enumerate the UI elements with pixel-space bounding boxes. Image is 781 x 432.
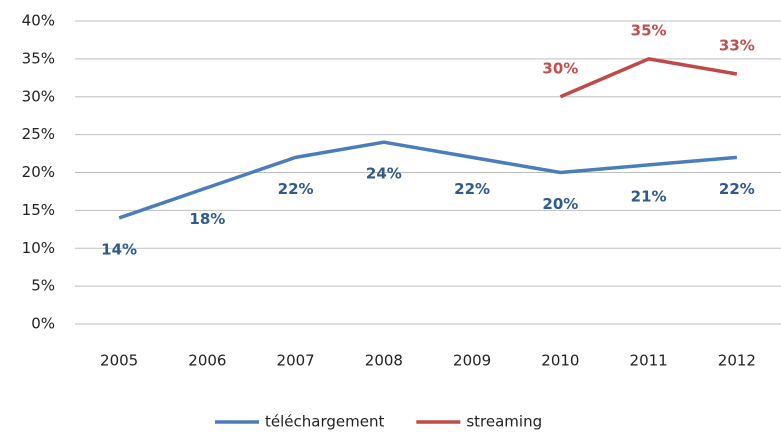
y-tick-label: 15% [22, 201, 55, 219]
x-tick-label: 2009 [453, 352, 491, 370]
x-tick-label: 2012 [718, 352, 756, 370]
y-tick-label: 5% [31, 277, 55, 295]
x-tick-label: 2007 [277, 352, 315, 370]
y-tick-label: 35% [22, 49, 55, 67]
data-label: 22% [454, 180, 490, 198]
data-label: 22% [719, 180, 755, 198]
x-tick-label: 2008 [365, 352, 403, 370]
data-label: 35% [631, 21, 667, 39]
data-label: 30% [542, 59, 578, 77]
data-label: 21% [631, 187, 667, 205]
legend-label: téléchargement [265, 413, 384, 431]
data-label: 20% [542, 195, 578, 213]
data-label: 14% [101, 240, 137, 258]
series-line [118, 140, 738, 220]
legend-label: streaming [466, 413, 542, 431]
y-tick-label: 0% [31, 315, 55, 333]
y-tick-label: 25% [22, 125, 55, 143]
x-tick-label: 2006 [188, 352, 226, 370]
y-tick-label: 10% [22, 239, 55, 257]
y-tick-label: 30% [22, 87, 55, 105]
x-tick-label: 2011 [630, 352, 668, 370]
data-label: 33% [719, 37, 755, 55]
x-tick-label: 2010 [541, 352, 579, 370]
series-line [559, 57, 738, 99]
y-tick-label: 40% [22, 12, 55, 30]
x-tick-label: 2005 [100, 352, 138, 370]
data-label: 24% [366, 165, 402, 183]
y-tick-label: 20% [22, 163, 55, 181]
data-label: 18% [189, 210, 225, 228]
data-label: 22% [278, 180, 314, 198]
